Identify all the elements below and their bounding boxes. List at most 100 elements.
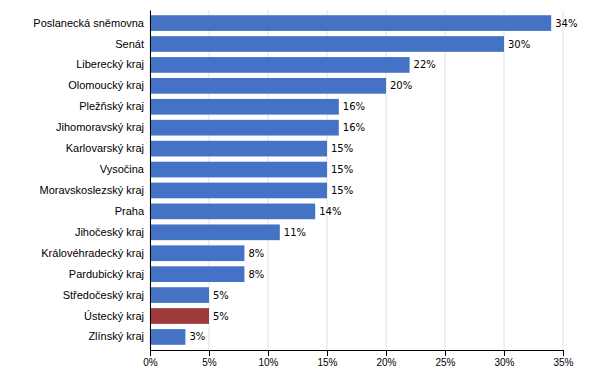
x-tick-label: 0%: [143, 357, 158, 368]
bar: [150, 36, 504, 52]
y-tick-label: Pležňský kraj: [79, 100, 144, 112]
y-tick-label: Karlovarský kraj: [66, 142, 144, 154]
y-tick: Liberecký kraj: [76, 58, 144, 70]
x-tick-label: 10%: [258, 357, 278, 368]
data-label: 3%: [189, 331, 205, 342]
x-tick: 5%: [202, 350, 217, 368]
x-tick-mark: [504, 350, 505, 356]
x-tick-mark: [209, 350, 210, 356]
bar: [150, 204, 315, 220]
y-tick: Vysočina: [100, 163, 145, 175]
x-tick-label: 15%: [317, 357, 337, 368]
y-tick: Jihočeský kraj: [75, 226, 144, 238]
data-label: 8%: [248, 269, 264, 280]
grid-line: [563, 10, 564, 350]
y-tick: Pardubický kraj: [69, 268, 144, 280]
x-axis-line: [151, 351, 564, 357]
data-label: 11%: [284, 227, 306, 238]
x-tick-mark: [327, 350, 328, 356]
x-axis: 0% 5% 10% 15% 20% 25% 30% 35%: [143, 350, 573, 368]
bar: [150, 245, 244, 261]
y-tick-label: Jihomoravský kraj: [56, 121, 144, 133]
y-tick-label: Olomoucký kraj: [68, 79, 144, 91]
y-tick: Moravskoslezský kraj: [39, 184, 144, 196]
x-tick-mark: [563, 350, 564, 356]
y-tick: Ústecký kraj: [84, 310, 144, 322]
y-tick: Senát: [115, 38, 144, 50]
y-tick: Jihomoravský kraj: [56, 121, 144, 133]
bar: [150, 329, 185, 345]
x-tick-label: 30%: [494, 357, 514, 368]
bar: [150, 162, 327, 178]
bar: [150, 15, 551, 31]
y-tick: Středočeský kraj: [63, 289, 144, 301]
x-tick-label: 5%: [202, 357, 217, 368]
data-label: 22%: [414, 59, 436, 70]
bar: [150, 57, 410, 73]
y-tick-label: Jihočeský kraj: [75, 226, 144, 238]
y-tick: Poslanecká sněmovna: [33, 17, 145, 29]
data-label: 8%: [248, 248, 264, 259]
y-tick: Královéhradecký kraj: [41, 247, 144, 259]
y-tick-label: Zlínský kraj: [88, 330, 144, 342]
y-tick-label: Praha: [115, 205, 145, 217]
grid-line: [150, 10, 151, 350]
y-tick: Karlovarský kraj: [66, 142, 144, 154]
data-label: 15%: [331, 185, 353, 196]
data-label: 15%: [331, 164, 353, 175]
data-label: 5%: [213, 311, 229, 322]
x-tick-label: 35%: [553, 357, 573, 368]
data-label: 14%: [319, 206, 341, 217]
y-tick-label: Moravskoslezský kraj: [39, 184, 144, 196]
x-tick-label: 25%: [435, 357, 455, 368]
data-label: 16%: [343, 122, 365, 133]
bar: [150, 78, 386, 94]
bar: [150, 99, 339, 115]
x-tick: 15%: [317, 350, 337, 368]
y-axis: Poslanecká sněmovna Senát Liberecký kraj Ol…: [33, 11, 150, 351]
y-tick-label: Liberecký kraj: [76, 58, 144, 70]
x-tick-mark: [268, 350, 269, 356]
grid-line: [504, 10, 505, 350]
y-tick-label: Ústecký kraj: [84, 310, 144, 322]
x-tick-mark: [150, 350, 151, 356]
bar: [150, 308, 209, 324]
y-axis-line: [150, 11, 151, 351]
y-tick: Praha: [115, 205, 145, 217]
y-tick: Pležňský kraj: [79, 100, 144, 112]
data-label: 20%: [390, 80, 412, 91]
x-tick: 25%: [435, 350, 455, 368]
y-tick-label: Pardubický kraj: [69, 268, 144, 280]
bar: [150, 287, 209, 303]
y-tick-label: Královéhradecký kraj: [41, 247, 144, 259]
grid: [150, 10, 563, 350]
data-label: 30%: [508, 39, 530, 50]
bar: [150, 141, 327, 157]
y-tick-label: Středočeský kraj: [63, 289, 144, 301]
x-tick: 35%: [553, 350, 573, 368]
bar: [150, 266, 244, 282]
data-label: 15%: [331, 143, 353, 154]
bar: [150, 183, 327, 199]
bar: [150, 224, 280, 240]
bars: [150, 15, 551, 345]
x-tick-mark: [386, 350, 387, 356]
x-tick-mark: [445, 350, 446, 356]
x-tick: 20%: [376, 350, 396, 368]
x-tick: 10%: [258, 350, 278, 368]
data-label: 16%: [343, 101, 365, 112]
x-tick: 30%: [494, 350, 514, 368]
x-tick: 0%: [143, 350, 158, 368]
data-label: 5%: [213, 290, 229, 301]
data-labels: 34% 30% 22%20% 16% 16% 15% 15% 15% 14% 11% 8% 8% 5% 5…: [189, 18, 577, 343]
grid-line: [445, 10, 446, 350]
data-label: 34%: [555, 18, 577, 29]
y-tick-label: Poslanecká sněmovna: [33, 17, 145, 29]
chart: 0% 5% 10% 15% 20% 25% 30% 35% Poslanecká sněmovn…: [0, 0, 605, 378]
x-tick-label: 20%: [376, 357, 396, 368]
y-tick-label: Senát: [115, 38, 144, 50]
y-tick: Zlínský kraj: [88, 330, 144, 342]
bar: [150, 120, 339, 136]
y-tick: Olomoucký kraj: [68, 79, 144, 91]
y-tick-label: Vysočina: [100, 163, 145, 175]
